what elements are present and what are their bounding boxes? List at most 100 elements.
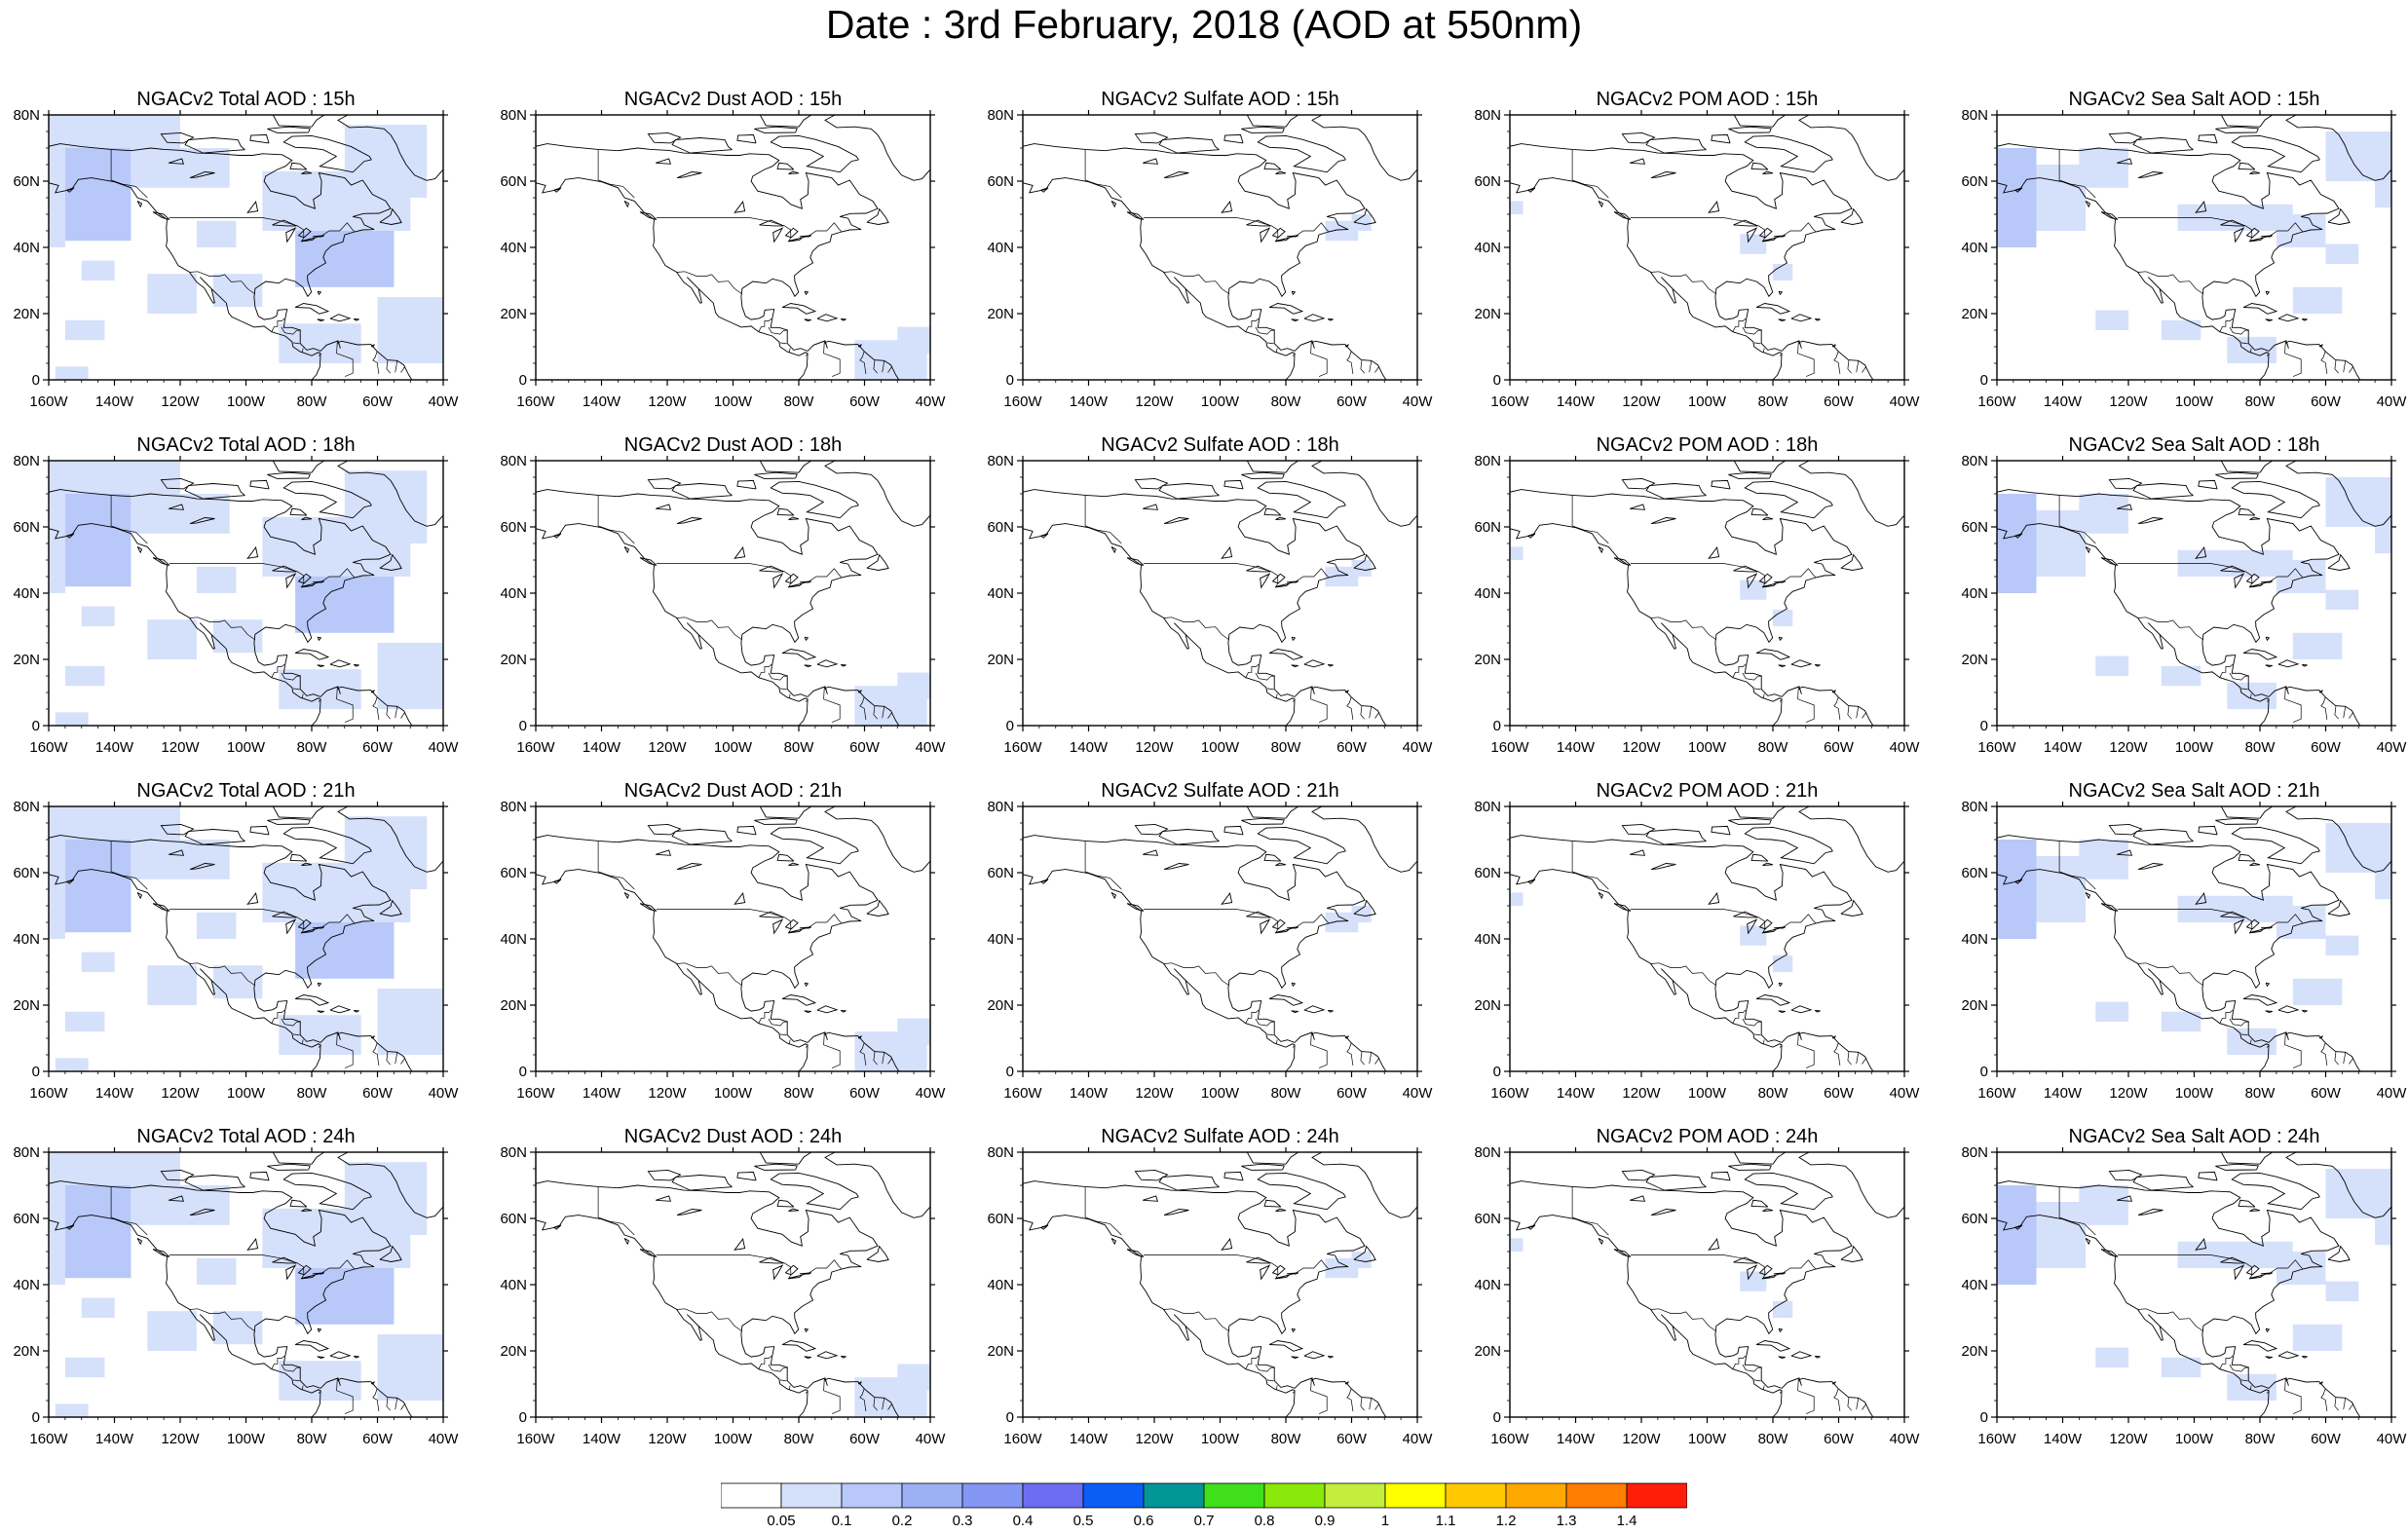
lon-tick-label: 40W <box>2377 393 2408 410</box>
lat-tick-label: 0 <box>519 718 527 734</box>
country-border <box>823 1377 841 1414</box>
country-border <box>189 271 256 295</box>
island-outline <box>2014 879 2023 884</box>
country-border <box>873 705 878 720</box>
aod-patch <box>1773 955 1793 972</box>
aod-patch <box>2292 1324 2343 1351</box>
island-outline <box>1344 344 1349 348</box>
island-outline <box>272 1152 325 1165</box>
island-outline <box>770 826 859 865</box>
island-outline <box>152 903 170 912</box>
island-outline <box>1126 1249 1145 1257</box>
island-outline <box>1311 1152 1366 1173</box>
aod-patch <box>2375 1218 2391 1246</box>
map-canvas: 160W 140W 120W 100W 80W 60W 40W 0 20N 40N 60N 80N <box>500 453 946 756</box>
panel-title: NGACv2 POM AOD : 15h <box>1596 89 1819 110</box>
country-border <box>1847 705 1852 720</box>
country-border <box>1245 663 1260 678</box>
country-border <box>1369 1052 1373 1065</box>
lat-tick-label: 60N <box>1961 1211 1988 1227</box>
island-outline <box>754 817 798 825</box>
island-outline <box>2220 115 2274 128</box>
island-outline <box>379 553 402 571</box>
map-canvas: 160W 140W 120W 100W 80W 60W 40W 0 20N 40N 60N 80N <box>500 107 946 410</box>
lon-tick-label: 100W <box>1688 393 1727 410</box>
lon-tick-label: 100W <box>714 1085 753 1102</box>
country-border <box>788 1385 791 1391</box>
lake-outline <box>1271 918 1286 930</box>
aod-patch <box>2036 165 2087 231</box>
island-outline <box>623 546 630 554</box>
aod-patch <box>2095 310 2129 330</box>
map-panel: NGACv2 POM AOD : 15h 160W 140W 120W 100W 80W 6… <box>1461 88 1948 424</box>
island-outline <box>282 480 372 519</box>
island-outline <box>294 1340 330 1352</box>
country-border <box>395 706 398 719</box>
aod-patch <box>1325 1257 1359 1279</box>
island-outline <box>1778 1356 1786 1359</box>
island-outline <box>353 663 359 667</box>
colorbar-swatch <box>1626 1482 1688 1509</box>
island-outline <box>877 826 930 873</box>
lake-outline <box>1143 849 1159 856</box>
lake-outline <box>2117 1195 2133 1202</box>
island-outline <box>788 170 800 174</box>
island-outline <box>353 1009 359 1013</box>
colorbar-swatch <box>1143 1482 1205 1509</box>
island-outline <box>160 477 195 490</box>
colorbar-svg: 0.05 0.1 0.2 0.3 0.4 0.5 0.6 0.7 0.8 0.9 1 1.1 1.2 1.… <box>720 1482 1688 1529</box>
aod-patch <box>2375 527 2391 554</box>
lon-tick-label: 160W <box>29 739 68 756</box>
country-border <box>1762 348 1765 354</box>
island-outline <box>1364 480 1417 527</box>
island-outline <box>2242 649 2278 660</box>
colorbar-label: 1.1 <box>1436 1513 1456 1529</box>
island-outline <box>1291 318 1298 321</box>
coastlines <box>1023 806 1417 1071</box>
lake-outline <box>1747 918 1758 935</box>
country-border <box>597 1186 635 1236</box>
island-outline <box>272 115 325 128</box>
lat-tick-label: 80N <box>987 453 1014 469</box>
aod-patch <box>2079 494 2128 534</box>
lon-tick-label: 160W <box>1977 393 2016 410</box>
island-outline <box>1311 461 1366 481</box>
country-border <box>1732 318 1747 332</box>
island-outline <box>781 303 817 315</box>
colorbar-label: 0.9 <box>1315 1513 1336 1529</box>
island-outline <box>249 133 270 144</box>
lake-outline <box>1221 201 1233 213</box>
lake-outline <box>246 1238 259 1251</box>
lake-outline <box>1630 1195 1646 1202</box>
island-outline <box>1241 1163 1285 1171</box>
island-outline <box>804 1328 809 1333</box>
country-border <box>656 217 843 242</box>
island-outline <box>2100 1249 2119 1257</box>
island-outline <box>1840 899 1863 917</box>
lon-tick-label: 100W <box>1201 739 1240 756</box>
island-outline <box>1275 516 1287 520</box>
lat-tick-label: 0 <box>32 1409 40 1426</box>
aod-patch <box>64 1185 132 1279</box>
country-border <box>1266 1033 1274 1036</box>
country-border <box>372 1388 380 1411</box>
island-outline <box>267 1163 311 1171</box>
colorbar-swatch <box>1263 1482 1326 1509</box>
island-outline <box>1241 817 1285 825</box>
island-outline <box>1598 892 1604 900</box>
country-border <box>189 617 256 641</box>
country-border <box>1084 1186 1122 1236</box>
island-outline <box>1798 1152 1853 1173</box>
island-outline <box>2338 826 2391 873</box>
lon-tick-label: 160W <box>1977 1431 2016 1447</box>
lake-outline <box>312 235 324 238</box>
lon-tick-label: 160W <box>1490 393 1529 410</box>
island-outline <box>2265 982 2271 988</box>
panel-title: NGACv2 Sea Salt AOD : 21h <box>2068 780 2320 802</box>
island-outline <box>2301 1355 2308 1359</box>
lat-tick-label: 40N <box>500 931 527 948</box>
island-outline <box>1798 806 1853 827</box>
island-outline <box>249 825 270 836</box>
country-border <box>2343 1052 2347 1065</box>
country-border <box>873 1397 878 1411</box>
